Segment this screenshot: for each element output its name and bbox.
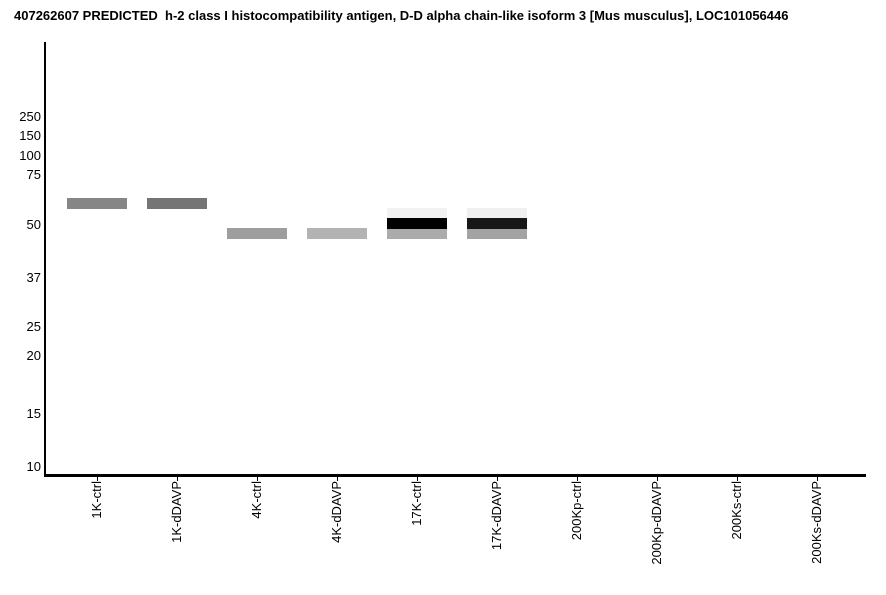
lane-label: 200Ks-ctrl bbox=[729, 481, 744, 540]
x-axis-tick bbox=[737, 477, 738, 481]
lane-label: 17K-ctrl bbox=[409, 481, 424, 526]
y-axis-tick-label: 100 bbox=[19, 148, 41, 163]
gel-band bbox=[307, 228, 367, 239]
gel-band bbox=[467, 229, 527, 239]
y-axis-tick-label: 10 bbox=[26, 459, 41, 474]
gel-band bbox=[387, 208, 447, 218]
gel-band bbox=[467, 218, 527, 229]
gel-band bbox=[227, 228, 287, 239]
x-axis-tick bbox=[417, 477, 418, 481]
y-axis-tick-label: 50 bbox=[26, 217, 41, 232]
y-axis-tick-label: 25 bbox=[26, 319, 41, 334]
y-axis-tick-label: 250 bbox=[19, 109, 41, 124]
x-axis-tick bbox=[177, 477, 178, 481]
lane-label: 1K-ctrl bbox=[89, 481, 104, 519]
y-axis-line bbox=[44, 42, 46, 477]
x-axis-tick bbox=[657, 477, 658, 481]
lane-label: 4K-ctrl bbox=[249, 481, 264, 519]
gel-band bbox=[147, 198, 207, 209]
lane-label: 4K-dDAVP bbox=[329, 481, 344, 543]
lane-label: 17K-dDAVP bbox=[489, 481, 504, 551]
y-axis-tick-label: 20 bbox=[26, 348, 41, 363]
gel-band bbox=[67, 198, 127, 209]
y-axis-tick-label: 75 bbox=[26, 167, 41, 182]
gel-band bbox=[467, 208, 527, 218]
x-axis-tick bbox=[817, 477, 818, 481]
lane-label: 200Ks-dDAVP bbox=[809, 481, 824, 564]
lane-label: 200Kp-dDAVP bbox=[649, 481, 664, 565]
lane-label: 200Kp-ctrl bbox=[569, 481, 584, 541]
figure-title: 407262607 PREDICTED h-2 class I histocom… bbox=[14, 8, 789, 23]
x-axis-tick bbox=[97, 477, 98, 481]
y-axis-tick-label: 37 bbox=[26, 270, 41, 285]
gel-band bbox=[387, 229, 447, 239]
x-axis-tick bbox=[337, 477, 338, 481]
x-axis-line bbox=[44, 474, 866, 477]
lane-label: 1K-dDAVP bbox=[169, 481, 184, 543]
x-axis-tick bbox=[577, 477, 578, 481]
gel-band bbox=[387, 218, 447, 229]
y-axis-tick-label: 150 bbox=[19, 128, 41, 143]
y-axis-tick-label: 15 bbox=[26, 406, 41, 421]
x-axis-tick bbox=[497, 477, 498, 481]
x-axis-tick bbox=[257, 477, 258, 481]
